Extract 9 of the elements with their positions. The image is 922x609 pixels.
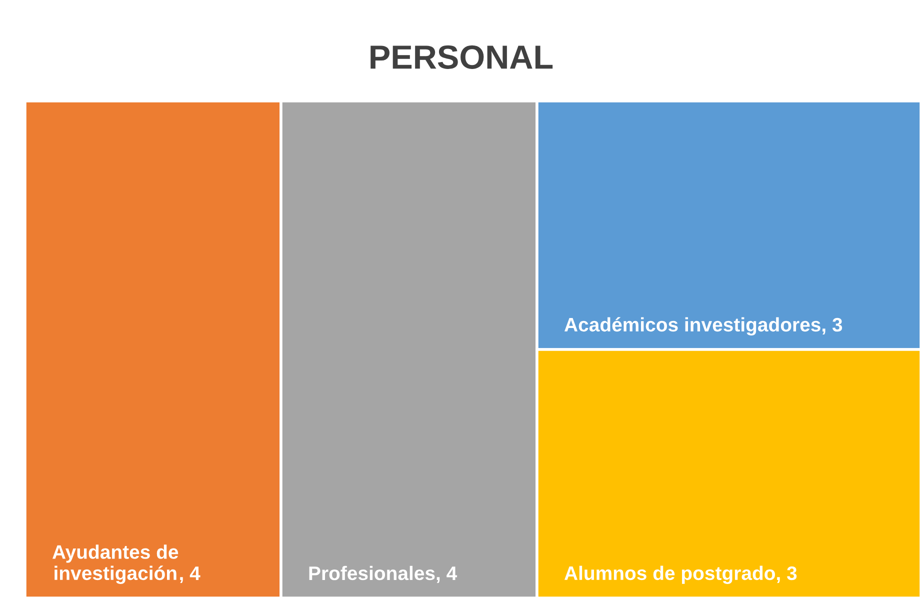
category-label: Profesionales <box>309 566 435 580</box>
data-label: , 3 <box>777 566 797 583</box>
category-label: Ayudantes de investigación <box>52 544 178 584</box>
category-label: Académicos investigadores <box>564 317 820 336</box>
category-label: Alumnos de postgrado <box>564 566 775 584</box>
text: PERSONAL <box>370 45 553 69</box>
data-label: , 4 <box>436 566 458 583</box>
data-label: , 3 <box>822 318 842 334</box>
data-label: , 4 <box>180 566 200 583</box>
